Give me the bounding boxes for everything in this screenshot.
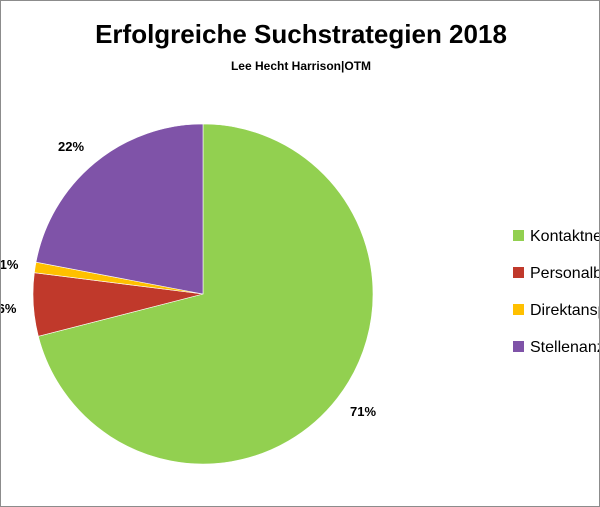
pie-slice-1: [37, 123, 374, 465]
legend-label-3: Direktansprache: [530, 302, 599, 319]
pie-slice-4: [35, 123, 204, 295]
chart-title: Erfolgreiche Suchstrategien 2018: [95, 19, 507, 49]
legend-swatch-2: [513, 267, 524, 278]
slice-label-1: 71%: [350, 404, 376, 419]
slice-label-2: 6%: [1, 301, 17, 316]
legend-label-1: Kontaktnetzwerk: [530, 228, 599, 245]
legend: Kontaktnetzwerk Personalberater Direktansp…: [513, 228, 599, 356]
legend-label-4: Stellenanzeigen: [530, 339, 599, 356]
slice-label-3: 1%: [1, 257, 19, 272]
legend-label-2: Personalberater: [530, 265, 599, 282]
legend-swatch-4: [513, 341, 524, 352]
chart-subtitle: Lee Hecht Harrison|OTM: [230, 59, 372, 73]
slice-labels: 71% 6% 1% 22%: [1, 139, 376, 419]
pie-slices: [32, 123, 374, 465]
legend-swatch-3: [513, 304, 524, 315]
legend-swatch-1: [513, 230, 524, 241]
slice-label-4: 22%: [58, 139, 84, 154]
